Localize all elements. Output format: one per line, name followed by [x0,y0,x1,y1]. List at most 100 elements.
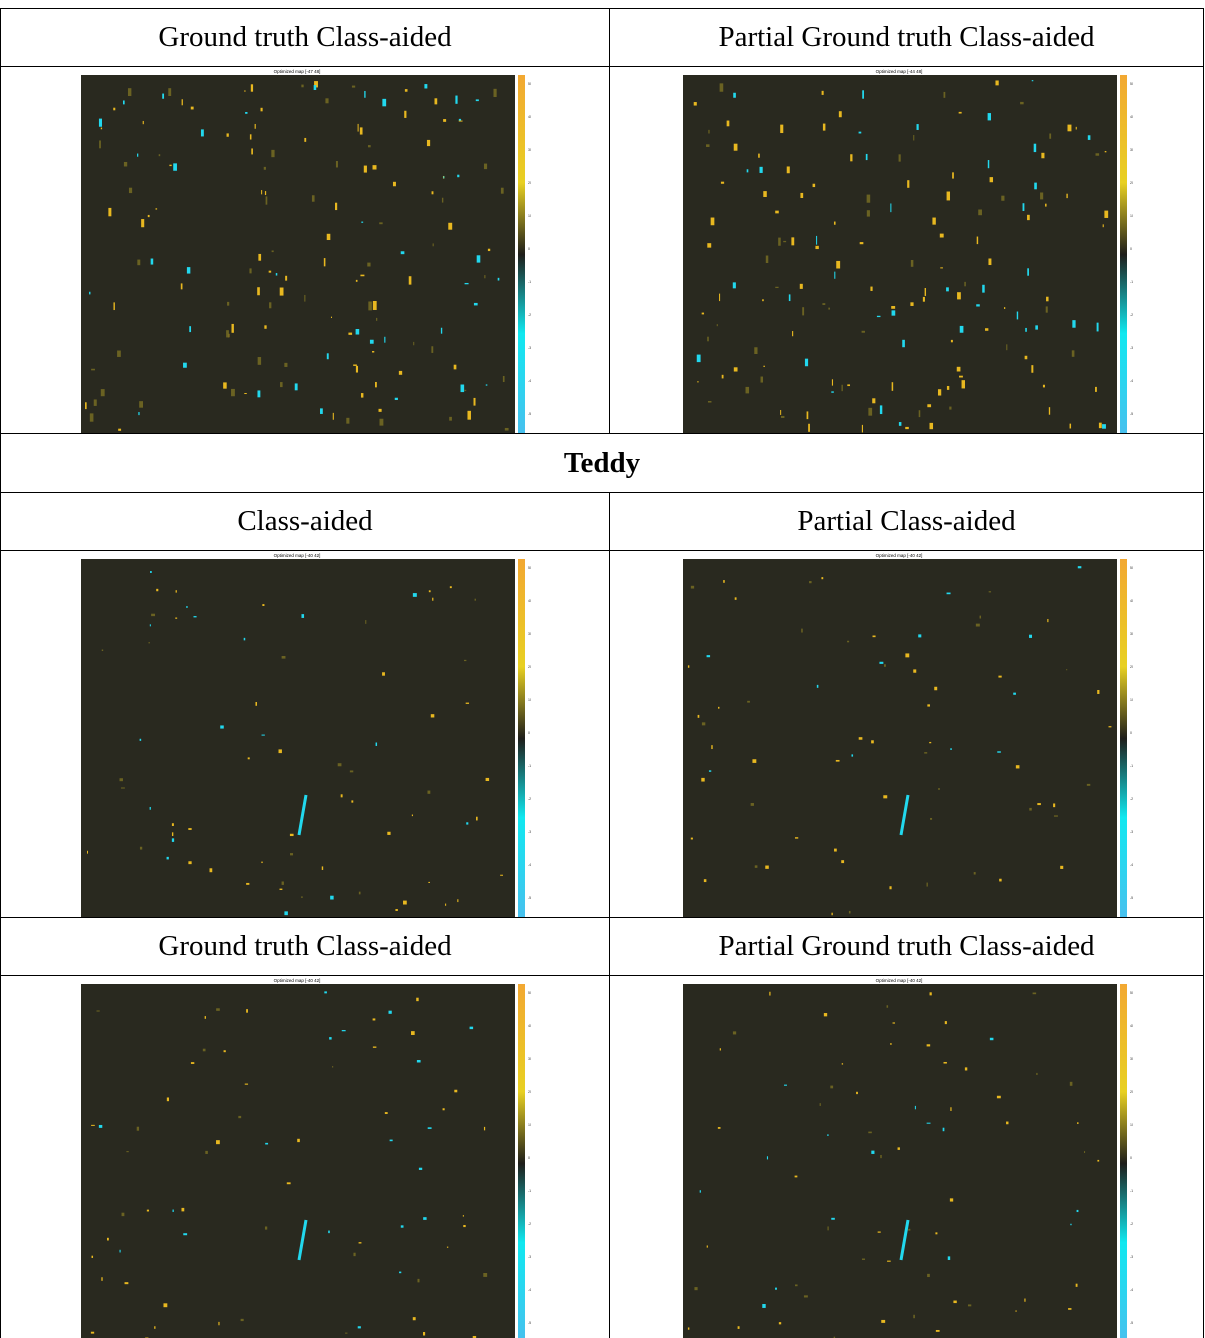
map-area [682,75,1117,434]
speckle [922,296,925,302]
speckle [392,181,396,187]
speckle [937,788,940,790]
speckle [830,1217,835,1220]
speckle [701,722,705,726]
speckle [279,888,283,890]
speckle [465,702,470,704]
speckle [324,991,327,994]
speckle [976,236,978,245]
colorbar-tick-label: -30 [528,346,531,350]
speckle [279,287,284,296]
speckle [946,592,951,595]
speckle [284,362,288,367]
speckle [866,194,870,203]
speckle [193,616,197,618]
speckle [108,207,112,217]
speckle [1022,203,1024,211]
speckle [280,382,283,388]
speckle [693,1287,698,1291]
speckle [861,1258,865,1260]
speckle [699,1190,701,1193]
speckle [848,910,851,914]
speckle [959,325,963,333]
speckle [823,1013,827,1017]
speckle [413,341,415,346]
speckle [264,325,267,329]
speckle [956,366,960,372]
caption: Partial Class-aided [609,492,1204,551]
speckle [355,329,360,335]
speckle [926,404,931,408]
speckle [460,384,465,393]
speckle [833,221,836,225]
speckle [424,84,428,89]
speckle [483,1126,486,1131]
speckle [155,208,158,210]
speckle [268,270,272,273]
speckle [244,392,247,395]
speckle [412,1317,416,1321]
speckle [928,741,931,744]
result-map: Optimized map [-47 48] 50 40 30 20 10 0 -10 -20 -… [81,69,531,434]
speckle [1065,669,1067,671]
speckle [101,1277,103,1281]
speckle [189,326,192,333]
speckle [101,649,104,651]
speckle [726,120,729,127]
colorbar-tick-label: 50 [1130,991,1133,995]
speckle [778,1322,781,1325]
speckle [485,777,490,782]
speckle [254,123,256,129]
colorbar-tick-label: 40 [1130,599,1133,603]
speckle [717,706,719,709]
speckle [765,255,768,263]
colorbar [1119,984,1127,1338]
speckle [411,814,413,817]
speckle [859,242,863,245]
speckle [1015,765,1019,769]
speckle [353,364,357,366]
speckle [891,310,895,316]
speckle [171,823,174,826]
speckle [703,879,706,883]
speckle [202,1048,206,1052]
speckle [975,623,980,627]
colorbar-tick-label: -40 [528,379,531,383]
speckle [360,274,365,277]
speckle [320,408,323,414]
speckle [265,196,268,205]
speckle [917,634,921,638]
speckle [326,353,329,360]
speckle [216,1008,220,1011]
speckle [780,415,784,418]
speckle [1045,306,1048,313]
speckle [372,1018,376,1021]
speckle [914,1105,916,1110]
speckle [944,1021,947,1025]
speckle [935,1329,940,1332]
speckle [329,1037,332,1040]
speckle [91,1124,95,1126]
speckle [351,85,356,88]
speckle [262,604,265,607]
speckle [136,1126,140,1131]
speckle [422,1332,426,1336]
speckle [384,336,386,343]
map-area [81,559,515,918]
speckle [835,260,840,269]
image-cell: Optimized map [-47 48] 50 40 30 20 10 0 -10 -20 -… [0,66,610,434]
colorbar-tick-label: 20 [528,665,531,669]
speckle [706,655,710,658]
speckle [139,846,143,850]
speckle [716,324,718,327]
speckle [426,139,431,147]
colorbar-tick-label: 0 [528,1156,530,1160]
speckle [943,91,945,98]
speckle [1024,355,1027,360]
speckle [427,790,431,794]
colorbar-tick-label: 0 [1130,731,1132,735]
speckle [360,393,364,398]
speckle [898,154,901,162]
colorbar [518,984,525,1338]
colorbar-tick-label: 40 [1130,1024,1133,1028]
